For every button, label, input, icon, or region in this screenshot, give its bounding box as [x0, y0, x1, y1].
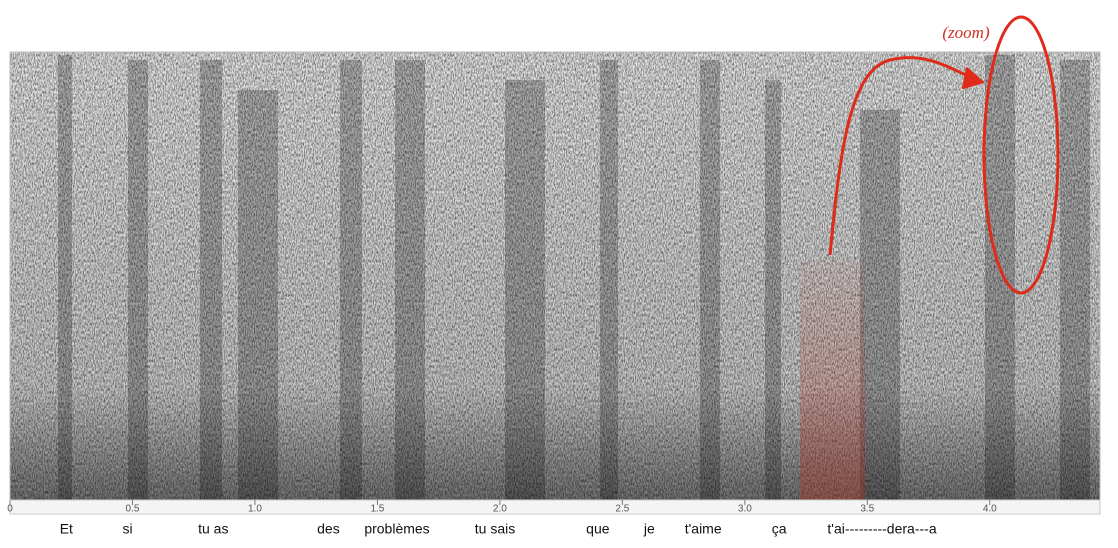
word-label: des	[317, 521, 340, 537]
x-tick-label: 0	[7, 504, 13, 515]
word-label: t'ai---------dera---a	[827, 521, 936, 537]
x-tick-label: 0.5	[126, 504, 140, 515]
word-label: je	[643, 521, 655, 537]
word-label: t'aime	[685, 521, 722, 537]
x-tick-label: 3.5	[860, 504, 874, 515]
annotation: (zoom)	[942, 23, 990, 42]
spectrogram	[9, 51, 1101, 501]
word-label: Et	[60, 521, 73, 537]
x-tick-label: 2.0	[493, 504, 507, 515]
word-label: problèmes	[364, 521, 429, 537]
word-label: si	[123, 521, 133, 537]
x-tick-label: 3.0	[738, 504, 752, 515]
x-tick-label: 2.5	[615, 504, 629, 515]
word-label: ça	[772, 521, 787, 537]
time-axis	[9, 499, 1101, 515]
x-tick-label: 1.5	[370, 504, 384, 515]
zoom-marker	[828, 15, 1060, 295]
x-tick-label: 4.0	[983, 504, 997, 515]
word-label: tu sais	[475, 521, 515, 537]
word-label: que	[586, 521, 610, 537]
word-label: tu as	[198, 521, 228, 537]
x-tick-label: 1.0	[248, 504, 262, 515]
